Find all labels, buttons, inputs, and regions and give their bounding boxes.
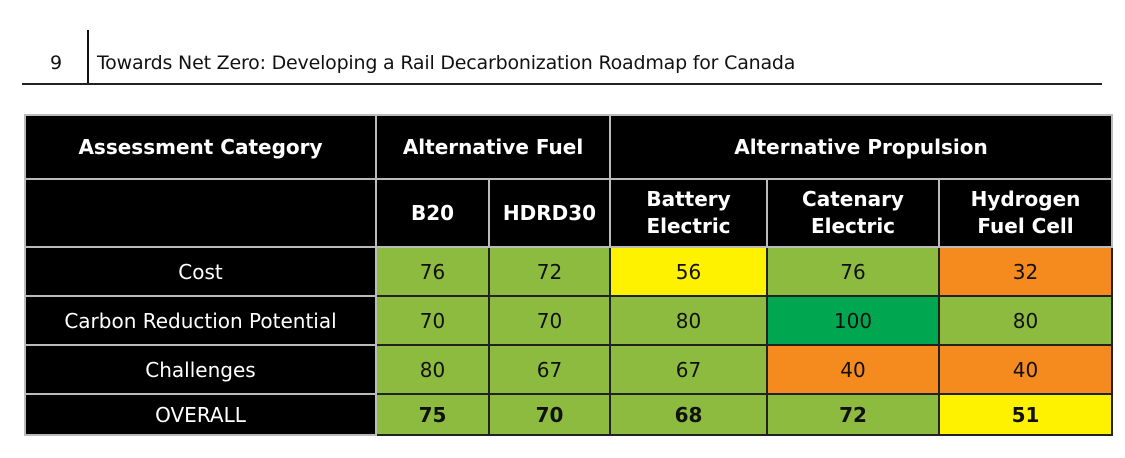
column-header-line: Battery [646,187,731,211]
row-label: Carbon Reduction Potential [24,295,377,346]
column-header-line: Electric [810,214,896,238]
column-header: Catenary Electric [766,178,940,248]
score-cell: 56 [609,246,768,297]
score-cell: 72 [766,393,940,436]
column-header-line: Catenary [802,187,904,211]
column-header: HDRD30 [488,178,611,248]
column-header-line: HDRD30 [502,200,597,225]
header-alternative-propulsion: Alternative Propulsion [608,114,1114,180]
column-header-line: Hydrogen [970,187,1081,211]
score-cell: 72 [488,246,611,297]
column-header: Battery Electric [609,178,768,248]
row-label: Cost [24,246,377,297]
header-assessment-category: Assessment Category [24,114,377,180]
table-row: Cost 76 72 56 76 32 [24,246,1114,297]
score-cell: 76 [375,246,490,297]
assessment-table: Assessment Category Alternative Fuel Alt… [24,114,1114,436]
score-cell: 70 [375,295,490,346]
score-cell: 40 [937,344,1114,395]
score-cell: 80 [609,295,768,346]
column-header-line: Fuel Cell [977,214,1074,238]
row-label: OVERALL [24,393,377,436]
score-cell: 76 [766,246,940,297]
score-cell: 51 [937,393,1114,436]
score-cell: 80 [375,344,490,395]
score-cell: 40 [766,344,940,395]
column-header: Hydrogen Fuel Cell [937,178,1114,248]
score-cell: 68 [609,393,768,436]
score-cell: 70 [488,295,611,346]
page-number: 9 [50,52,63,74]
score-cell: 67 [609,344,768,395]
score-cell: 32 [937,246,1114,297]
table-row: OVERALL 75 70 68 72 51 [24,393,1114,436]
score-cell: 80 [937,295,1114,346]
score-cell: 75 [375,393,490,436]
header-empty [24,178,377,248]
score-cell: 100 [766,295,940,346]
row-label: Challenges [24,344,377,395]
score-cell: 70 [488,393,611,436]
column-header-line: B20 [410,200,455,225]
page-title: Towards Net Zero: Developing a Rail Deca… [97,52,796,74]
header-alternative-fuel: Alternative Fuel [375,114,611,180]
table-row: Carbon Reduction Potential 70 70 80 100 80 [24,295,1114,346]
table-row: Challenges 80 67 67 40 40 [24,344,1114,395]
column-header: B20 [375,178,490,248]
header-divider [87,30,89,84]
header-rule [22,83,1102,85]
score-cell: 67 [488,344,611,395]
column-header-line: Electric [646,214,731,238]
